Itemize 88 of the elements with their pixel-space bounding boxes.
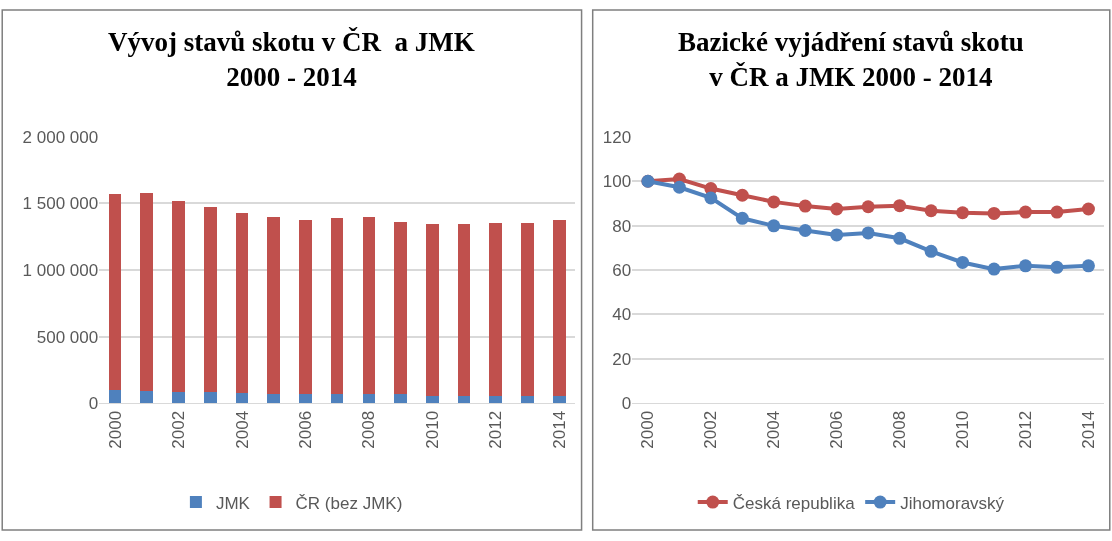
y-tick-label: 40 (612, 305, 632, 325)
bar (489, 395, 503, 404)
point (956, 255, 970, 269)
point (798, 199, 812, 213)
legend-label: Česká republika (732, 493, 856, 513)
x-tick-label: 2012 (486, 410, 506, 449)
y-tick-label: 120 (602, 127, 632, 147)
point (704, 191, 718, 205)
bar (394, 394, 407, 404)
point (1081, 202, 1095, 216)
x-tick-label: 2008 (890, 410, 910, 449)
bar (299, 220, 312, 394)
bar (362, 216, 376, 394)
y-tick-label: 20 (612, 349, 632, 369)
point (1019, 259, 1033, 273)
bar (299, 393, 312, 404)
bar (457, 224, 471, 396)
point (767, 195, 781, 209)
x-tick-label: 2004 (232, 410, 252, 449)
point (861, 226, 875, 240)
y-tick-label: 100 (602, 172, 632, 192)
bar (552, 220, 566, 396)
y-tick-label: 0 (621, 394, 632, 414)
bar (362, 393, 376, 404)
x-tick-label: 2010 (953, 410, 973, 449)
point (924, 204, 938, 218)
bar (425, 395, 439, 404)
legend-label: ČR (bez JMK) (295, 493, 403, 513)
legend-label: Jihomoravský (900, 493, 1005, 513)
bar (394, 221, 407, 395)
bar (108, 390, 122, 404)
bar (140, 390, 154, 404)
y-tick-label: 80 (612, 216, 632, 236)
point (924, 244, 938, 258)
bar (235, 213, 249, 394)
bar (172, 391, 185, 404)
x-tick-label: 2002 (701, 410, 721, 449)
bar (267, 217, 281, 394)
point (893, 199, 907, 213)
point (767, 219, 781, 233)
point (672, 180, 686, 194)
bar (203, 392, 217, 404)
bar (521, 223, 534, 396)
bar (330, 218, 344, 394)
point (830, 202, 844, 216)
chart-title: Bazické vyjádření stavů skotu v ČR a JMK 2000 - 2014 (678, 27, 1024, 93)
y-tick-label: 1 500 000 (22, 194, 99, 214)
y-tick-label: 1 000 000 (22, 260, 99, 280)
bar (521, 395, 534, 404)
bar (489, 223, 503, 396)
x-tick-label: 2008 (359, 410, 379, 449)
chart-title: Vývoj stavů skotu v ČR a JMK 2000 - 2014 (108, 27, 475, 93)
point (1050, 260, 1064, 274)
bar (235, 393, 249, 404)
point (893, 231, 907, 245)
x-tick-label: 2014 (1078, 410, 1098, 449)
bar (267, 393, 281, 404)
point (1081, 259, 1095, 273)
point (1019, 205, 1033, 219)
point (1050, 205, 1064, 219)
x-tick-label: 2006 (827, 410, 847, 449)
bar (203, 206, 217, 393)
point (956, 206, 970, 220)
point (987, 262, 1001, 276)
y-tick-label: 60 (612, 260, 632, 280)
bar (140, 192, 154, 391)
point (798, 224, 812, 237)
point (861, 200, 875, 214)
x-tick-label: 2010 (422, 410, 442, 449)
x-tick-label: 2014 (549, 410, 569, 449)
point (830, 228, 844, 242)
bar (108, 194, 122, 391)
bar (425, 223, 439, 396)
y-tick-label: 0 (88, 394, 99, 414)
x-tick-label: 2004 (764, 410, 784, 449)
y-tick-label: 2 000 000 (22, 127, 99, 147)
y-tick-label: 500 000 (36, 327, 99, 347)
x-tick-label: 2012 (1016, 410, 1036, 449)
legend-label: JMK (215, 493, 251, 513)
x-tick-label: 2000 (105, 410, 125, 449)
bar (172, 200, 185, 392)
x-tick-label: 2000 (638, 410, 658, 449)
point (735, 211, 749, 225)
point (735, 188, 749, 202)
x-tick-label: 2006 (295, 410, 315, 449)
point (987, 206, 1001, 220)
x-tick-label: 2002 (169, 410, 189, 449)
bar (552, 395, 566, 404)
